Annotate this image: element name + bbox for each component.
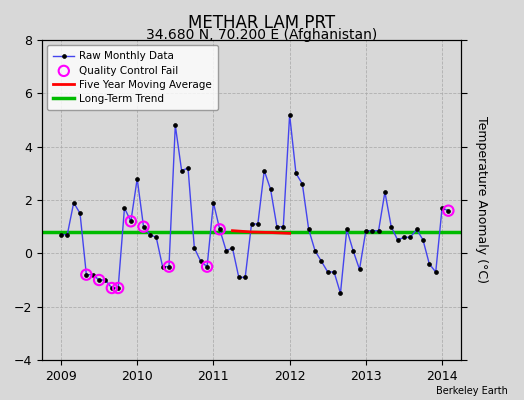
Raw Monthly Data: [287, 112, 293, 117]
Quality Control Fail: [107, 285, 116, 291]
Raw Monthly Data: [248, 222, 255, 226]
Quality Control Fail: [203, 264, 211, 270]
Quality Control Fail: [139, 224, 148, 230]
Raw Monthly Data: [407, 235, 413, 240]
Text: 34.680 N, 70.200 E (Afghanistan): 34.680 N, 70.200 E (Afghanistan): [146, 28, 378, 42]
Text: METHAR LAM PRT: METHAR LAM PRT: [189, 14, 335, 32]
Five Year Moving Average: [287, 231, 293, 236]
Five Year Moving Average: [248, 230, 255, 234]
Quality Control Fail: [82, 272, 91, 278]
Quality Control Fail: [95, 277, 103, 283]
Quality Control Fail: [165, 264, 173, 270]
Line: Five Year Moving Average: Five Year Moving Average: [233, 231, 290, 233]
Raw Monthly Data: [159, 264, 166, 269]
Raw Monthly Data: [58, 232, 64, 237]
Five Year Moving Average: [230, 228, 236, 233]
Text: Berkeley Earth: Berkeley Earth: [436, 386, 508, 396]
Raw Monthly Data: [299, 182, 305, 186]
Line: Raw Monthly Data: Raw Monthly Data: [59, 113, 450, 295]
Raw Monthly Data: [445, 208, 452, 213]
Raw Monthly Data: [337, 291, 344, 296]
Quality Control Fail: [127, 218, 135, 224]
Raw Monthly Data: [90, 272, 96, 277]
Quality Control Fail: [215, 226, 224, 232]
Quality Control Fail: [444, 208, 453, 214]
Five Year Moving Average: [267, 230, 274, 235]
Quality Control Fail: [114, 285, 122, 291]
Y-axis label: Temperature Anomaly (°C): Temperature Anomaly (°C): [475, 116, 488, 284]
Raw Monthly Data: [134, 176, 140, 181]
Legend: Raw Monthly Data, Quality Control Fail, Five Year Moving Average, Long-Term Tren: Raw Monthly Data, Quality Control Fail, …: [47, 45, 219, 110]
